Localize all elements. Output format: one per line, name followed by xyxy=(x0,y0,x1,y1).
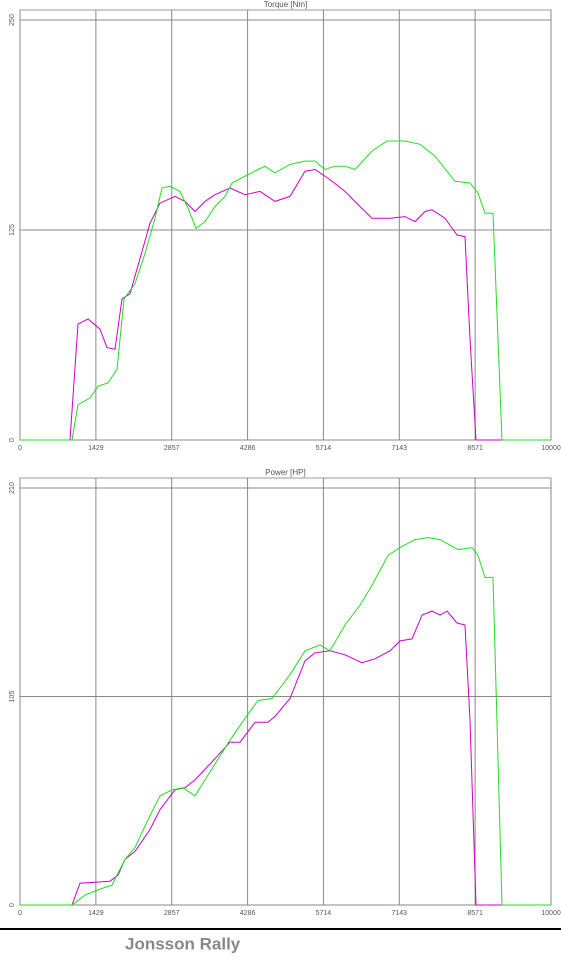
plot-frame xyxy=(19,9,552,441)
y-tick-label: 210 xyxy=(9,482,16,494)
x-tick-label: 2857 xyxy=(164,910,180,917)
plot-frame xyxy=(19,477,552,906)
y-tick-label: 105 xyxy=(9,691,16,703)
x-tick-label: 0 xyxy=(18,910,22,917)
footer: Jonsson Rally xyxy=(125,934,241,953)
x-tick-label: 2857 xyxy=(164,445,180,452)
x-tick-label: 8571 xyxy=(467,445,483,452)
y-tick-label: 0 xyxy=(9,438,16,442)
y-tick-label: 125 xyxy=(9,224,16,236)
x-tick-label: 7143 xyxy=(392,910,408,917)
x-tick-label: 10000 xyxy=(541,445,561,452)
x-tick-label: 4286 xyxy=(240,910,256,917)
x-tick-label: 4286 xyxy=(240,445,256,452)
x-tick-label: 1429 xyxy=(88,910,104,917)
y-tick-label: 0 xyxy=(9,903,16,907)
x-tick-label: 10000 xyxy=(541,910,561,917)
series-line xyxy=(20,537,551,906)
series-line xyxy=(20,168,551,441)
x-tick-label: 8571 xyxy=(467,910,483,917)
series-line xyxy=(20,610,551,906)
series-line xyxy=(20,140,551,441)
chart-title: Power [HP] xyxy=(265,468,305,477)
x-tick-label: 5714 xyxy=(316,910,332,917)
y-tick-label: 250 xyxy=(9,14,16,26)
x-tick-label: 5714 xyxy=(316,445,332,452)
x-tick-label: 0 xyxy=(18,445,22,452)
chart-title: Torque [Nm] xyxy=(264,0,308,9)
x-tick-label: 7143 xyxy=(392,445,408,452)
x-tick-label: 1429 xyxy=(88,445,104,452)
